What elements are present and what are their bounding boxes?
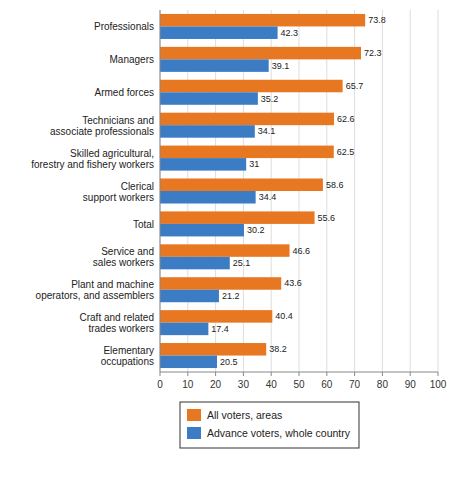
category-label: Total xyxy=(133,218,154,229)
bar xyxy=(160,146,334,159)
bar xyxy=(160,211,315,224)
tick-label: 80 xyxy=(377,379,389,390)
data-label: 21.2 xyxy=(222,291,240,301)
bar xyxy=(160,191,256,204)
data-label: 46.6 xyxy=(293,246,311,256)
tick-mark xyxy=(326,372,327,376)
tick-mark xyxy=(410,372,411,376)
tick-label: 0 xyxy=(157,379,163,390)
tick-mark xyxy=(243,372,244,376)
category-label: Skilled agricultural,forestry and fisher… xyxy=(31,147,154,169)
category-label: Service andsales workers xyxy=(93,246,154,268)
legend-label: All voters, areas xyxy=(207,409,282,421)
tick-label: 50 xyxy=(293,379,305,390)
data-label: 38.2 xyxy=(269,344,287,354)
bar xyxy=(160,178,323,191)
bar xyxy=(160,257,230,270)
data-label: 34.1 xyxy=(258,126,276,136)
data-label: 30.2 xyxy=(247,225,265,235)
y-axis: Elementaryoccupations Craft and relatedtr… xyxy=(31,21,154,367)
data-label: 65.7 xyxy=(346,81,364,91)
data-label: 62.6 xyxy=(337,114,355,124)
bar xyxy=(160,125,255,138)
grid-line xyxy=(354,10,355,372)
legend-swatch xyxy=(187,409,201,421)
x-axis-line xyxy=(160,372,438,373)
legend-swatch xyxy=(187,427,201,439)
data-label: 25.1 xyxy=(233,258,251,268)
category-label: Plant and machineoperators, and assemble… xyxy=(36,279,155,301)
bar xyxy=(160,80,343,93)
data-label: 73.8 xyxy=(368,15,386,25)
bar xyxy=(160,290,219,303)
data-label: 34.4 xyxy=(259,192,277,202)
tick-label: 20 xyxy=(210,379,222,390)
x-axis: 0 10 20 30 40 50 60 70 80 90 100 xyxy=(157,372,447,390)
data-label: 17.4 xyxy=(211,324,229,334)
tick-label: 30 xyxy=(238,379,250,390)
legend: All voters, areas Advance voters, whole c… xyxy=(180,402,359,448)
data-label: 72.3 xyxy=(364,48,382,58)
tick-label: 60 xyxy=(321,379,333,390)
bar xyxy=(160,310,272,323)
bar xyxy=(160,47,361,60)
tick-mark xyxy=(187,372,188,376)
data-label: 43.6 xyxy=(284,278,302,288)
data-label: 35.2 xyxy=(261,94,279,104)
tick-mark xyxy=(438,372,439,376)
bar xyxy=(160,244,290,257)
legend-frame xyxy=(180,402,359,448)
category-label: Managers xyxy=(110,54,154,65)
chart: 0 10 20 30 40 50 60 70 80 90 100 38.2 40.4 43.6 46.6 55… xyxy=(0,0,454,480)
bar xyxy=(160,14,365,27)
tick-mark xyxy=(271,372,272,376)
tick-label: 10 xyxy=(182,379,194,390)
bar xyxy=(160,113,334,126)
data-label: 58.6 xyxy=(326,180,344,190)
bars xyxy=(160,14,365,368)
grid-line xyxy=(326,10,327,372)
tick-mark xyxy=(354,372,355,376)
bar xyxy=(160,356,217,369)
data-label: 39.1 xyxy=(272,61,290,71)
tick-label: 70 xyxy=(349,379,361,390)
category-label: Craft and relatedtrades workers xyxy=(80,312,155,334)
bar xyxy=(160,92,258,105)
tick-label: 100 xyxy=(430,379,447,390)
data-labels: 38.2 40.4 43.6 46.6 55.6 58.6 62.5 62.6 65.7 72.3… xyxy=(211,15,385,367)
tick-mark xyxy=(382,372,383,376)
tick-label: 40 xyxy=(266,379,278,390)
bar xyxy=(160,343,266,356)
tick-mark xyxy=(299,372,300,376)
tick-mark xyxy=(215,372,216,376)
grid-line xyxy=(382,10,383,372)
bar xyxy=(160,158,246,171)
bar xyxy=(160,323,208,336)
y-axis-line xyxy=(160,10,161,372)
tick-mark xyxy=(160,372,161,376)
data-label: 42.3 xyxy=(281,28,299,38)
category-label: Clericalsupport workers xyxy=(83,180,154,202)
data-label: 20.5 xyxy=(220,357,238,367)
grid-line xyxy=(160,10,161,372)
category-label: Technicians andassociate professionals xyxy=(50,114,154,136)
category-label: Elementaryoccupations xyxy=(101,345,154,367)
data-label: 40.4 xyxy=(275,311,293,321)
bar xyxy=(160,26,278,39)
grid-line xyxy=(438,10,439,372)
tick-label: 90 xyxy=(405,379,417,390)
category-label: Professionals xyxy=(94,21,154,32)
bar xyxy=(160,224,244,237)
grid-line xyxy=(410,10,411,372)
data-label: 31 xyxy=(249,159,259,169)
category-label: Armed forces xyxy=(95,87,154,98)
legend-label: Advance voters, whole country xyxy=(207,427,351,439)
grid xyxy=(160,10,438,372)
bar xyxy=(160,277,281,290)
bar xyxy=(160,59,269,72)
data-label: 62.5 xyxy=(337,147,355,157)
data-label: 55.6 xyxy=(318,213,336,223)
